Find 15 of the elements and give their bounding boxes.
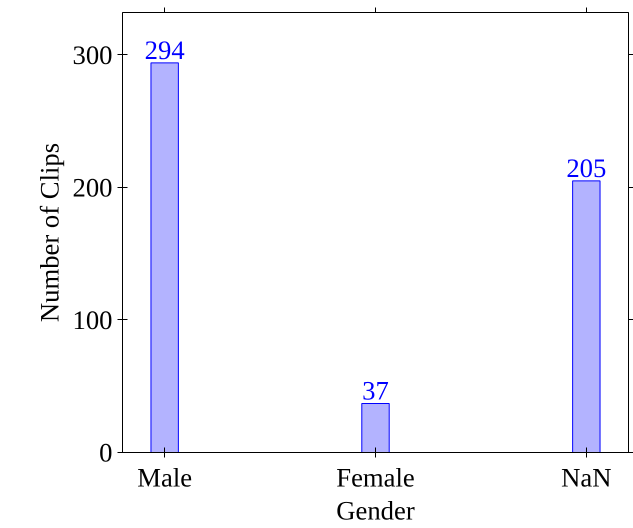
x-tick-label: Male — [137, 462, 192, 492]
data-label: 37 — [362, 375, 389, 406]
x-tick-label: NaN — [561, 462, 612, 492]
data-label: 294 — [144, 34, 185, 65]
bar — [361, 402, 390, 452]
x-axis-title: Gender — [336, 496, 415, 526]
data-label: 205 — [566, 152, 606, 183]
y-tick-label: 100 — [72, 304, 112, 335]
bar — [150, 62, 179, 452]
y-tick-label: 0 — [99, 438, 112, 468]
x-tick-label: Female — [336, 462, 415, 492]
y-tick-label: 200 — [72, 172, 112, 202]
y-tick-label: 300 — [72, 40, 112, 70]
y-axis-title: Number of Clips — [34, 142, 65, 322]
bar — [572, 180, 601, 452]
